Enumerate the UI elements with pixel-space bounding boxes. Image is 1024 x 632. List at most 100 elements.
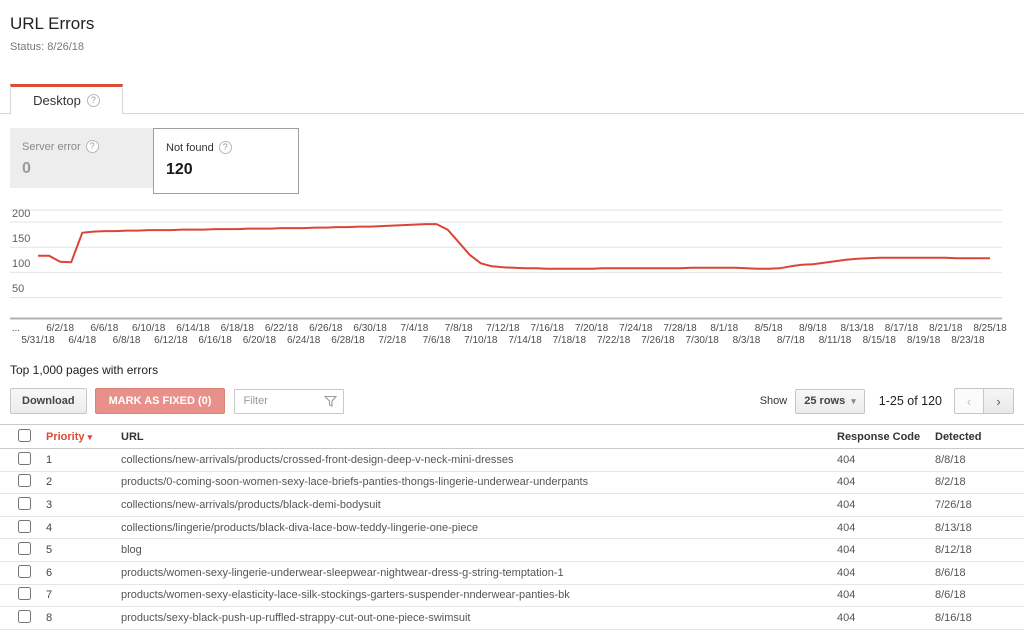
x-axis-tick-label: 8/9/18 [798,323,827,334]
x-axis-tick-label: 6/10/18 [132,323,166,334]
filter-funnel-icon [324,395,338,407]
priority-cell: 3 [46,498,53,511]
x-axis-tick-label: 6/24/18 [286,335,321,346]
x-axis-tick-label: 7/20/18 [574,323,609,334]
table-row: 4 collections/lingerie/products/black-di… [0,517,1024,540]
chart-canvas [10,209,1002,320]
x-axis-tick-label: 8/23/18 [951,335,985,346]
x-axis-tick-label: 6/2/18 [46,323,75,334]
row-checkbox[interactable] [18,587,31,601]
x-axis-tick-label: 6/30/18 [353,323,387,334]
table-row: 2 products/0-coming-soon-women-sexy-lace… [0,472,1024,495]
x-axis-tick-label: 7/14/18 [508,335,542,346]
previous-page-button[interactable]: ‹ [954,388,984,414]
url-cell[interactable]: products/0-coming-soon-women-sexy-lace-b… [121,476,589,489]
x-axis-tick-label: 6/20/18 [242,335,277,346]
url-cell[interactable]: collections/new-arrivals/products/black-… [121,498,381,511]
table-row: 3 collections/new-arrivals/products/blac… [0,494,1024,517]
help-icon[interactable]: ? [85,140,99,153]
table-row: 5 blog 404 8/12/18 [0,539,1024,562]
x-axis-tick-label: 6/16/18 [198,335,232,346]
priority-cell: 4 [46,521,53,534]
rows-per-page-value: 25 rows [804,395,846,407]
x-axis-tick-label: 8/11/18 [818,335,852,346]
x-axis-tick-label: 7/16/18 [530,323,564,334]
table-section-heading: Top 1,000 pages with errors [10,363,159,377]
select-all-checkbox[interactable] [18,428,31,442]
detected-cell: 8/6/18 [935,566,966,579]
row-checkbox[interactable] [18,474,31,488]
priority-cell: 2 [46,476,53,489]
url-cell[interactable]: blog [121,544,142,557]
tab-desktop[interactable]: Desktop ? [10,84,123,114]
url-cell[interactable]: products/women-sexy-elasticity-lace-silk… [121,589,570,602]
priority-cell: 5 [46,544,53,557]
x-axis-tick-label: 7/22/18 [596,335,631,346]
x-axis-tick-label: 8/21/18 [929,323,963,334]
x-axis-tick-label: 7/2/18 [378,335,407,346]
x-axis-tick-label: 6/4/18 [68,335,97,346]
x-axis-tick-label: 8/5/18 [754,323,783,334]
row-checkbox[interactable] [18,609,31,623]
x-axis-tick-label: 7/18/18 [552,335,587,346]
x-axis-tick-label: 7/4/18 [400,323,429,334]
pagination-range: 1-25 of 120 [878,394,942,408]
row-checkbox[interactable] [18,451,31,465]
detected-cell: 8/8/18 [935,453,966,466]
detected-cell: 8/16/18 [935,611,972,624]
table-row: 1 collections/new-arrivals/products/cros… [0,449,1024,472]
detected-cell: 8/12/18 [935,544,972,557]
error-type-cards: Server error ? 0 Not found ? 120 [10,128,299,194]
url-cell[interactable]: collections/lingerie/products/black-diva… [121,521,479,534]
x-axis-tick-label: 8/13/18 [840,323,874,334]
table-row: 6 products/women-sexy-lingerie-underwear… [0,562,1024,585]
x-axis-tick-label: ... [11,323,21,334]
table-row: 8 products/sexy-black-push-up-ruffled-st… [0,607,1024,630]
card-server-error[interactable]: Server error ? 0 [10,128,153,188]
response-code-cell: 404 [837,611,856,624]
column-header-response-code: Response Code [837,430,921,443]
x-axis-tick-label: 6/8/18 [112,335,141,346]
detected-cell: 7/26/18 [935,498,972,511]
x-axis-tick-label: 6/18/18 [220,323,254,334]
next-page-button[interactable]: › [984,388,1014,414]
url-cell[interactable]: products/sexy-black-push-up-ruffled-stra… [121,611,471,624]
x-axis-tick-label: 6/14/18 [176,323,210,334]
x-axis-tick-label: 7/10/18 [464,335,498,346]
url-cell[interactable]: collections/new-arrivals/products/crosse… [121,453,514,466]
row-checkbox[interactable] [18,496,31,510]
pagination-controls: Show 25 rows ▾ 1-25 of 120 ‹ › [760,388,1014,414]
chart-x-axis: ... 6/2/18 6/6/18 6/10/18 6/14/18 6/18/18 6/22… [10,322,1014,348]
detected-cell: 8/13/18 [935,521,972,534]
x-axis-tick-label: 8/25/18 [973,323,1007,334]
column-header-priority[interactable]: Priority ▾ [46,431,121,443]
priority-cell: 1 [46,453,53,466]
mark-as-fixed-button[interactable]: MARK AS FIXED (0) [94,388,226,414]
rows-per-page-dropdown[interactable]: 25 rows ▾ [795,388,865,414]
y-axis-tick-label: 100 [12,258,31,271]
row-checkbox[interactable] [18,542,31,556]
table-header-row: Priority ▾ URL Response Code Detected [0,424,1024,449]
x-axis-tick-label: 8/1/18 [710,323,739,334]
x-axis-tick-label: 7/12/18 [486,323,520,334]
card-not-found-label: Not found [166,141,214,154]
x-axis-tick-label: 7/26/18 [641,335,675,346]
y-axis-tick-label: 150 [12,233,31,246]
x-axis-tick-label: 6/6/18 [90,323,119,334]
response-code-cell: 404 [837,453,856,466]
column-header-url: URL [121,430,144,443]
url-cell[interactable]: products/women-sexy-lingerie-underwear-s… [121,566,564,579]
show-label: Show [759,395,788,407]
x-axis-tick-label: 8/17/18 [884,323,919,334]
filter-input[interactable] [234,388,345,414]
x-axis-tick-label: 8/15/18 [862,335,896,346]
help-icon[interactable]: ? [218,141,232,154]
download-button[interactable]: Download [10,388,87,414]
x-axis-tick-label: 8/7/18 [776,335,805,346]
row-checkbox[interactable] [18,519,31,533]
card-server-error-value: 0 [22,160,31,177]
x-axis-tick-label: 7/24/18 [619,323,653,334]
card-not-found[interactable]: Not found ? 120 [153,128,299,194]
row-checkbox[interactable] [18,564,31,578]
help-icon[interactable]: ? [86,94,100,107]
